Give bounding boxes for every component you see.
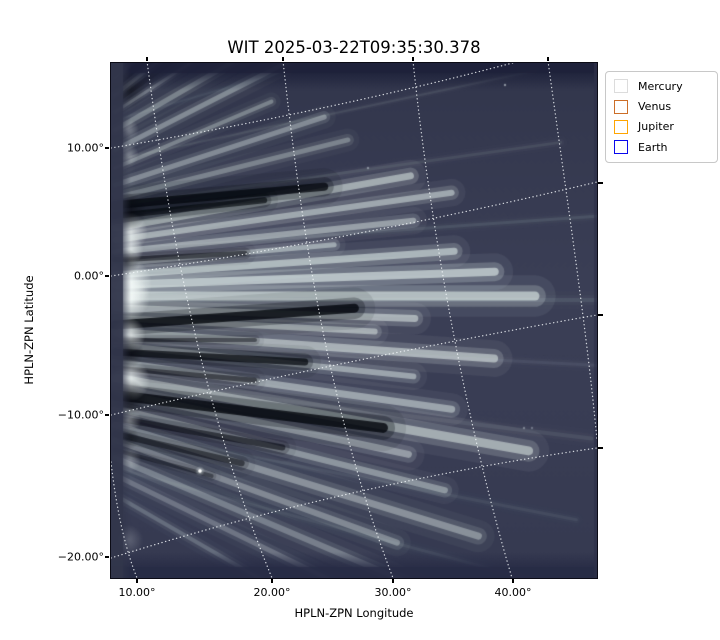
mercury-marker-icon [614, 79, 628, 94]
y-tick-label: −20.00° [57, 550, 104, 564]
graticule-lat-minus20 [111, 447, 597, 559]
figure-title: WIT 2025-03-22T09:35:30.378 [227, 38, 481, 57]
x-tick-label: 40.00° [494, 586, 532, 599]
graticule-lon-10 [111, 461, 138, 578]
y-tick-mark [104, 147, 110, 149]
legend-item-venus: Venus [614, 96, 713, 116]
y-right-tick-mark [598, 447, 603, 449]
legend-label: Mercury [638, 79, 683, 93]
y-right-tick-mark [598, 314, 603, 316]
legend: Mercury Venus Jupiter Earth [605, 71, 718, 163]
x-tick-mark [512, 578, 514, 584]
graticule-lat-plus10 [111, 63, 515, 149]
graticule-lon-30 [282, 63, 394, 578]
x-tick-mark [136, 578, 138, 584]
graticule-lat-0 [111, 181, 597, 277]
coronal-image-canvas [111, 63, 597, 578]
legend-item-jupiter: Jupiter [614, 117, 713, 137]
x-axis-label: HPLN-ZPN Longitude [294, 606, 414, 620]
x-tick-label: 30.00° [374, 586, 412, 599]
graticule-lat-minus10 [111, 314, 597, 416]
y-tick-mark [104, 556, 110, 558]
legend-label: Earth [638, 140, 668, 154]
legend-label: Venus [638, 100, 672, 114]
earth-marker-icon [614, 140, 628, 155]
graticule-lon-40 [412, 63, 513, 578]
y-axis-label: HPLN-ZPN Latitude [22, 275, 36, 385]
x-top-tick-mark [282, 56, 284, 62]
y-tick-label: −10.00° [57, 408, 104, 422]
plot-area [110, 62, 598, 579]
legend-label: Jupiter [638, 120, 674, 134]
x-top-tick-mark [146, 56, 148, 62]
legend-item-mercury: Mercury [614, 76, 713, 96]
legend-item-earth: Earth [614, 137, 713, 157]
graticule-lon-20 [146, 63, 273, 578]
venus-marker-icon [614, 99, 628, 114]
x-top-tick-mark [412, 56, 414, 62]
y-tick-label: 10.00° [67, 141, 104, 155]
x-tick-mark [392, 578, 394, 584]
y-tick-label: 0.00° [74, 269, 104, 283]
jupiter-marker-icon [614, 119, 628, 134]
x-tick-label: 20.00° [253, 586, 291, 599]
y-tick-mark [104, 414, 110, 416]
coordinate-grid [111, 63, 597, 578]
graticule-lon-50 [547, 63, 597, 441]
x-tick-mark [271, 578, 273, 584]
y-right-tick-mark [598, 182, 603, 184]
x-top-tick-mark [547, 56, 549, 62]
y-tick-mark [104, 275, 110, 277]
x-tick-label: 10.00° [118, 586, 156, 599]
